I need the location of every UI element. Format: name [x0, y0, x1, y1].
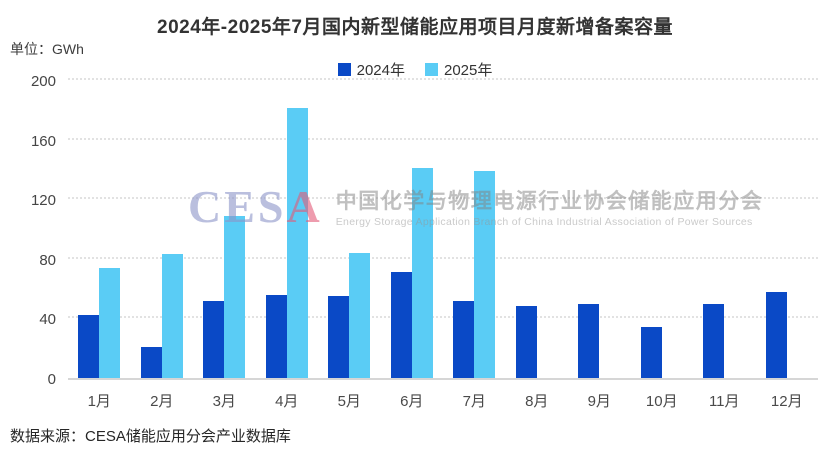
x-axis-label-9月: 9月 — [587, 393, 611, 410]
y-tick-label-160: 160 — [30, 132, 56, 150]
legend-label: 2024年 — [356, 62, 405, 79]
bar-2025年-1月[interactable] — [99, 267, 121, 378]
bar-2024年-11月[interactable] — [703, 303, 725, 378]
bar-group-12月 — [756, 82, 819, 378]
y-tick-label-120: 120 — [30, 192, 56, 210]
bar-groups — [68, 82, 818, 378]
legend-item-2024年[interactable]: 2024年 — [337, 59, 405, 80]
x-axis-label-8月: 8月 — [525, 393, 549, 410]
bar-group-9月 — [568, 82, 631, 378]
bar-2024年-1月[interactable] — [78, 315, 100, 378]
bar-2024年-7月[interactable] — [453, 300, 475, 378]
x-axis-label-3月: 3月 — [212, 393, 236, 410]
bar-group-6月 — [381, 82, 444, 378]
y-tick-label-0: 0 — [47, 371, 56, 388]
y-tick-label-200: 200 — [30, 73, 56, 90]
x-axis: 1月 2月 3月 4月 5月 6月 7月 8月 9月 10月 11月 12月 — [68, 390, 818, 411]
x-axis-label-11月: 11月 — [708, 393, 740, 410]
bar-2025年-4月[interactable] — [286, 108, 308, 378]
gridline-160 — [68, 137, 818, 140]
bar-2024年-5月[interactable] — [328, 296, 350, 378]
x-axis-label-1月: 1月 — [87, 393, 111, 410]
legend: 2024年 2025年 — [0, 59, 830, 80]
x-axis-label-5月: 5月 — [337, 393, 361, 410]
bar-group-5月 — [318, 82, 381, 378]
bar-2024年-10月[interactable] — [640, 327, 662, 378]
bar-2024年-6月[interactable] — [390, 272, 412, 378]
bar-group-4月 — [256, 82, 319, 378]
x-axis-label-10月: 10月 — [645, 393, 678, 410]
bar-2025年-6月[interactable] — [411, 167, 433, 378]
y-tick-label-40: 40 — [39, 311, 56, 329]
legend-label: 2025年 — [444, 62, 493, 79]
unit-label: 单位：GWh — [10, 41, 84, 57]
bar-group-11月 — [693, 82, 756, 378]
x-axis-label-4月: 4月 — [275, 393, 299, 410]
plot-area — [68, 78, 818, 380]
bar-2025年-3月[interactable] — [224, 215, 246, 378]
gridline-200 — [68, 78, 818, 80]
bar-2025年-5月[interactable] — [349, 252, 371, 378]
bar-group-1月 — [68, 82, 131, 378]
bar-group-8月 — [506, 82, 569, 378]
bar-group-3月 — [193, 82, 256, 378]
data-source: 数据来源：CESA储能应用分会产业数据库 — [10, 428, 291, 445]
x-axis-label-7月: 7月 — [462, 393, 486, 410]
bar-2025年-2月[interactable] — [161, 254, 183, 378]
x-axis-label-12月: 12月 — [770, 393, 803, 410]
legend-swatch-icon — [337, 63, 351, 76]
bar-2024年-3月[interactable] — [203, 300, 225, 378]
y-tick-label-80: 80 — [39, 251, 56, 269]
bar-2025年-7月[interactable] — [474, 170, 496, 378]
bar-2024年-8月[interactable] — [515, 306, 537, 378]
gridline-40 — [68, 316, 818, 319]
bar-2024年-9月[interactable] — [578, 303, 600, 378]
bar-2024年-12月[interactable] — [765, 291, 787, 378]
bar-group-2月 — [131, 82, 194, 378]
bar-group-7月 — [443, 82, 506, 378]
bar-2024年-2月[interactable] — [140, 346, 162, 378]
x-axis-label-2月: 2月 — [150, 393, 174, 410]
gridline-80 — [68, 256, 818, 259]
legend-swatch-icon — [425, 63, 438, 76]
bar-group-10月 — [631, 82, 694, 378]
chart-title: 2024年-2025年7月国内新型储能应用项目月度新增备案容量 — [157, 17, 673, 38]
x-axis-label-6月: 6月 — [400, 393, 424, 410]
bar-2024年-4月[interactable] — [265, 294, 287, 378]
legend-item-2025年[interactable]: 2025年 — [425, 59, 492, 80]
gridline-120 — [68, 197, 818, 200]
